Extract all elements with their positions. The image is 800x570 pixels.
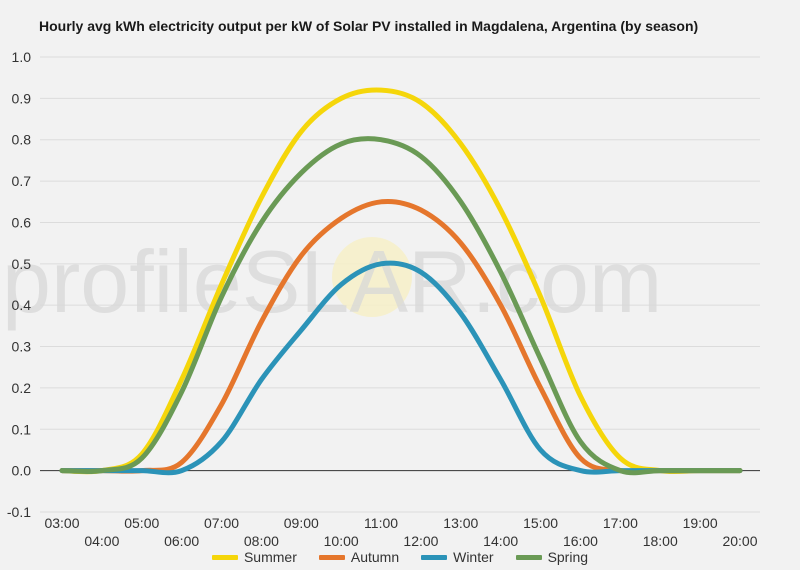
x-tick-label: 08:00 (244, 533, 279, 549)
x-tick-label: 12:00 (403, 533, 438, 549)
y-tick-label: 0.3 (12, 339, 32, 355)
legend-label: Spring (547, 549, 589, 565)
watermark-text: profileSLAR.com (2, 232, 662, 331)
legend-swatch (421, 554, 448, 560)
grid-lines (40, 56, 760, 513)
legend: Summer Autumn Winter Spring (0, 549, 800, 565)
x-tick-label: 18:00 (643, 533, 678, 549)
legend-item-summer[interactable]: Summer (211, 549, 297, 565)
legend-label: Winter (453, 549, 494, 565)
x-tick-label: 17:00 (603, 515, 638, 531)
series-line-spring (59, 136, 743, 476)
x-tick-label: 07:00 (204, 515, 239, 531)
y-tick-label: 0.6 (12, 214, 32, 230)
x-tick-label: 11:00 (364, 515, 398, 531)
legend-swatch (211, 554, 238, 560)
x-tick-label: 10:00 (324, 533, 359, 549)
legend-item-spring[interactable]: Spring (515, 549, 589, 565)
y-tick-label: 0.8 (12, 132, 32, 148)
legend-item-winter[interactable]: Winter (421, 549, 494, 565)
y-tick-label: 0.2 (12, 380, 32, 396)
y-tick-label: 0.1 (12, 421, 32, 437)
y-tick-label: 0.0 (12, 463, 32, 479)
x-tick-label: 05:00 (124, 515, 159, 531)
legend-label: Autumn (350, 549, 400, 565)
series-line-summer (59, 87, 743, 475)
x-tick-label: 04:00 (84, 533, 119, 549)
legend-swatch (515, 554, 542, 560)
legend-swatch (318, 554, 345, 560)
watermark-text-right: LAR.com (300, 232, 662, 331)
legend-label: Summer (243, 549, 297, 565)
watermark-text-s: S (242, 232, 301, 331)
x-tick-label: 15:00 (523, 515, 558, 531)
y-tick-label: 0.7 (12, 173, 32, 189)
x-tick-label: 13:00 (443, 515, 478, 531)
series-lines (59, 87, 743, 476)
watermark-text-left: profile (2, 232, 242, 331)
y-tick-label: 1.0 (12, 49, 32, 65)
x-tick-label: 09:00 (284, 515, 319, 531)
x-tick-label: 16:00 (563, 533, 598, 549)
x-tick-label: 19:00 (683, 515, 718, 531)
y-tick-label: 0.9 (12, 90, 32, 106)
x-tick-label: 03:00 (44, 515, 79, 531)
y-tick-label: -0.1 (7, 504, 31, 520)
y-tick-label: 0.4 (12, 297, 32, 313)
y-tick-label: 0.5 (12, 256, 32, 272)
x-tick-label: 14:00 (483, 533, 518, 549)
watermark: profileSLAR.com (2, 232, 662, 331)
x-tick-label: 06:00 (164, 533, 199, 549)
legend-item-autumn[interactable]: Autumn (318, 549, 400, 565)
watermark-sun-icon (332, 237, 412, 317)
chart-title: Hourly avg kWh electricity output per kW… (39, 18, 699, 34)
x-tick-label: 20:00 (722, 533, 757, 549)
axes: -0.1 0.0 0.1 0.2 0.3 0.4 0.5 0.6 0.7 0.8 0.9 1.0 03:… (7, 49, 758, 549)
